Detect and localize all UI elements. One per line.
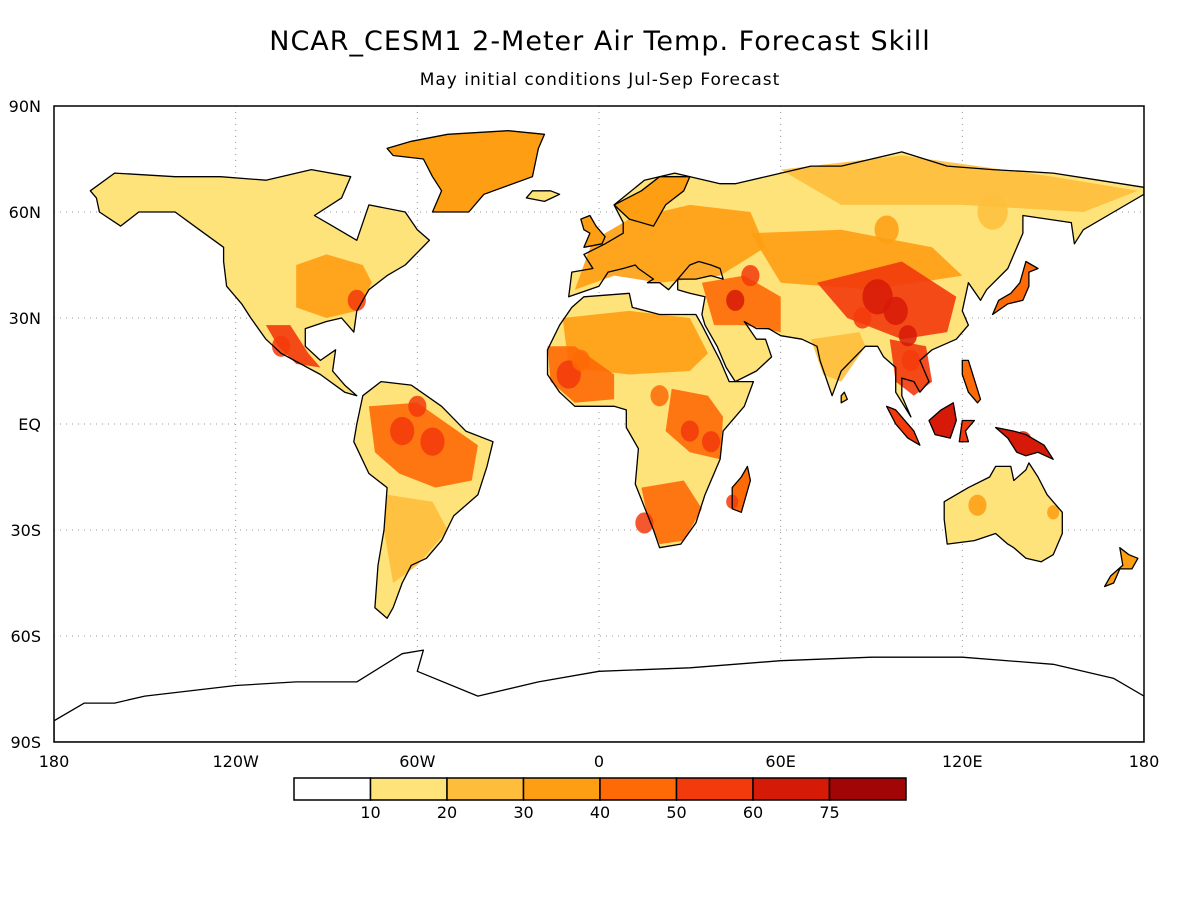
sulawesi-coastline bbox=[958, 419, 976, 443]
skill-hotspot bbox=[390, 416, 415, 446]
scandinavia-extra-coastline bbox=[613, 176, 691, 227]
skill-hotspot bbox=[571, 349, 590, 371]
philippines-fill bbox=[962, 360, 981, 403]
lat-tick-label: 60S bbox=[10, 627, 41, 646]
map-title: NCAR_CESM1 2-Meter Air Temp. Forecast Sk… bbox=[269, 26, 931, 57]
coastlines bbox=[54, 130, 1144, 742]
colorbar-swatch bbox=[675, 777, 754, 801]
sumatra-fill bbox=[886, 406, 920, 446]
lat-tick-label: 90S bbox=[10, 733, 41, 752]
colorbar-tick-label: 75 bbox=[819, 803, 839, 822]
map-subtitle: May initial conditions Jul-Sep Forecast bbox=[419, 70, 781, 90]
iceland-coastline bbox=[525, 190, 561, 203]
philippines-coastline bbox=[961, 359, 982, 404]
skill-hotspot bbox=[977, 194, 1008, 230]
north-america-fill bbox=[90, 169, 430, 396]
new-zealand-coastline bbox=[1103, 547, 1139, 588]
latitude-axis-labels: 90N 60N 30N EQ 30S 60S 90S bbox=[9, 97, 41, 752]
japan-fill bbox=[992, 261, 1038, 315]
southern-south-america-patch bbox=[384, 494, 448, 583]
iceland-fill bbox=[526, 190, 560, 202]
colorbar-swatch bbox=[752, 777, 831, 801]
colorbar-swatch bbox=[828, 777, 907, 801]
colorbar-swatch bbox=[446, 777, 525, 801]
skill-hotspot bbox=[680, 420, 699, 442]
skill-hotspot bbox=[726, 289, 745, 311]
lon-tick-label: 120W bbox=[212, 752, 259, 771]
skill-hotspot bbox=[347, 289, 366, 311]
africa-coastline bbox=[546, 292, 755, 549]
skill-hotspot bbox=[272, 335, 291, 357]
borneo-coastline bbox=[928, 402, 957, 439]
scandinavia-extra-fill bbox=[614, 176, 690, 227]
colorbar-tick-label: 30 bbox=[513, 803, 533, 822]
britain-coastline bbox=[580, 214, 606, 248]
north-america-coastline bbox=[89, 168, 431, 397]
lon-tick-label: 120E bbox=[942, 752, 983, 771]
skill-hotspot bbox=[968, 494, 987, 516]
skill-hotspot bbox=[898, 325, 917, 347]
lon-tick-label: 180 bbox=[39, 752, 70, 771]
sahara-sahel-patch bbox=[562, 310, 708, 375]
sri-lanka-coastline bbox=[840, 391, 848, 404]
india-patch bbox=[810, 332, 866, 382]
antarctica-fill bbox=[54, 650, 1144, 742]
greenland-fill bbox=[387, 130, 545, 212]
colorbar-tick-label: 40 bbox=[590, 803, 610, 822]
southern-africa-patch bbox=[641, 480, 702, 545]
colorbar: 10 20 30 40 50 60 75 bbox=[293, 777, 907, 822]
sulawesi-fill bbox=[959, 420, 975, 442]
lon-tick-label: 0 bbox=[594, 752, 604, 771]
skill-hotspot bbox=[408, 395, 427, 417]
lon-tick-label: 180 bbox=[1129, 752, 1160, 771]
greenland-coastline bbox=[386, 130, 546, 213]
colorbar-swatch bbox=[522, 777, 601, 801]
mexico-patch bbox=[265, 325, 321, 368]
skill-hotspot bbox=[741, 265, 760, 287]
skill-hotspot bbox=[883, 296, 908, 326]
australia-fill bbox=[944, 462, 1063, 562]
skill-hotspot bbox=[901, 349, 920, 371]
skill-regions bbox=[54, 130, 1144, 742]
skill-hotspot bbox=[935, 413, 954, 435]
siberia-patch bbox=[780, 155, 1138, 212]
lon-tick-label: 60E bbox=[765, 752, 795, 771]
skill-hotspot bbox=[874, 215, 899, 244]
longitude-axis-labels: 180 120W 60W 0 60E 120E 180 bbox=[39, 752, 1160, 771]
madagascar-coastline bbox=[731, 465, 752, 513]
lat-tick-label: 90N bbox=[9, 97, 41, 116]
skill-hotspot bbox=[701, 431, 721, 453]
map-frame bbox=[53, 105, 1145, 743]
skill-hotspot bbox=[1047, 505, 1060, 520]
australia-coastline bbox=[943, 462, 1063, 563]
lat-tick-label: 30S bbox=[10, 521, 41, 540]
lat-tick-label: 60N bbox=[9, 203, 41, 222]
new-guinea-coastline bbox=[994, 426, 1054, 460]
sumatra-coastline bbox=[885, 405, 921, 446]
eurasia-coastline bbox=[568, 151, 1144, 418]
colorbar-tick-label: 50 bbox=[666, 803, 686, 822]
lon-tick-label: 60W bbox=[399, 752, 435, 771]
colorbar-swatch bbox=[293, 777, 372, 801]
colorbar-tick-label: 20 bbox=[437, 803, 457, 822]
lat-tick-label: 30N bbox=[9, 309, 41, 328]
skill-hotspot bbox=[650, 385, 669, 407]
skill-hotspot bbox=[1013, 431, 1032, 453]
skill-hotspot bbox=[468, 159, 500, 195]
colorbar-tick-label: 60 bbox=[743, 803, 763, 822]
colorbar-tick-label: 10 bbox=[360, 803, 380, 822]
japan-coastline bbox=[991, 260, 1039, 316]
south-america-coastline bbox=[353, 380, 494, 619]
skill-hotspot bbox=[420, 427, 445, 456]
colorbar-swatch bbox=[599, 777, 678, 801]
lat-tick-label: EQ bbox=[18, 415, 41, 434]
antarctica-coastline bbox=[54, 649, 1144, 742]
skill-hotspot bbox=[853, 307, 872, 329]
colorbar-swatch bbox=[369, 777, 448, 801]
